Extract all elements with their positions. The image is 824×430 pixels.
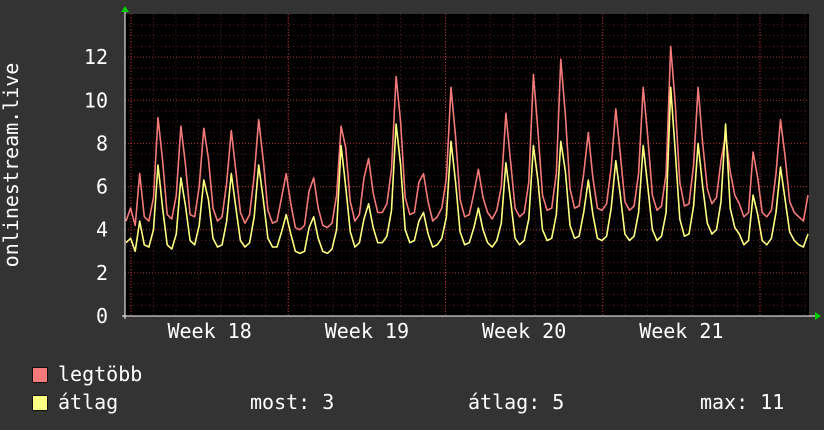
y-tick-label: 10 xyxy=(84,88,108,112)
stat-max: max: 11 xyxy=(700,390,785,414)
stat-average: átlag: 5 xyxy=(468,390,565,414)
series-group xyxy=(125,45,809,255)
y-axis-arrow-icon xyxy=(121,6,129,12)
x-tick-labels: Week 18 Week 19 Week 20 Week 21 xyxy=(167,319,723,343)
legend-label-avg: átlag xyxy=(58,390,119,414)
series-line-avg xyxy=(125,86,809,255)
legend-swatch-max xyxy=(32,367,48,383)
stat-now: most: 3 xyxy=(250,390,335,414)
legend-swatch-avg xyxy=(32,395,48,411)
x-axis-arrow-icon xyxy=(815,312,821,320)
y-tick-label: 8 xyxy=(96,131,108,155)
y-tick-label: 2 xyxy=(96,261,108,285)
x-tick-label: Week 20 xyxy=(482,319,566,343)
y-tick-label: 12 xyxy=(84,45,108,69)
y-tick-labels: 0 2 4 6 8 10 12 xyxy=(84,45,108,328)
x-tick-label: Week 19 xyxy=(325,319,409,343)
x-tick-label: Week 18 xyxy=(167,319,251,343)
x-tick-label: Week 21 xyxy=(639,319,723,343)
y-tick-label: 0 xyxy=(96,304,108,328)
legend-label-max: legtöbb xyxy=(58,362,143,386)
y-tick-label: 4 xyxy=(96,218,108,242)
plot-area xyxy=(125,14,809,316)
y-axis-label: onlinestream.live xyxy=(0,63,23,268)
y-tick-label: 6 xyxy=(96,175,108,199)
series-line-max xyxy=(125,45,809,231)
